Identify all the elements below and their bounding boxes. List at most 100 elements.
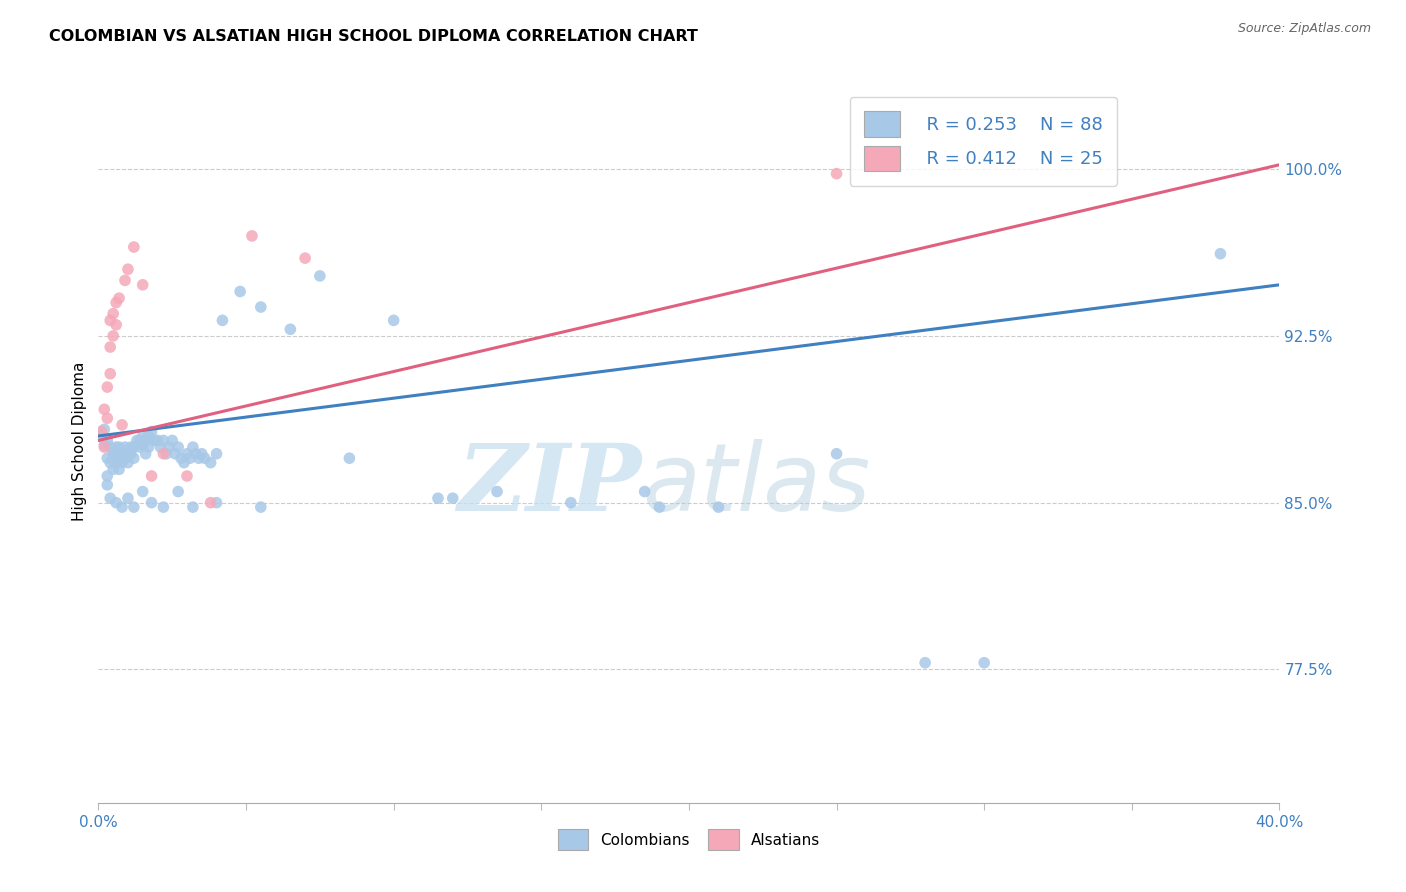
Point	[707, 500, 730, 515]
Point	[105, 440, 128, 454]
Point	[187, 451, 209, 466]
Point	[108, 440, 131, 454]
Point	[96, 411, 118, 425]
Point	[157, 440, 180, 454]
Point	[132, 438, 155, 452]
Legend: Colombians, Alsatians: Colombians, Alsatians	[551, 822, 827, 856]
Point	[280, 322, 302, 336]
Point	[170, 451, 193, 466]
Point	[167, 440, 190, 454]
Point	[155, 447, 177, 461]
Point	[93, 402, 115, 417]
Point	[176, 469, 198, 483]
Point	[167, 484, 190, 499]
Point	[117, 456, 139, 470]
Point	[111, 447, 134, 461]
Point	[103, 462, 125, 476]
Point	[103, 307, 125, 321]
Point	[128, 440, 150, 454]
Point	[117, 262, 139, 277]
Point	[141, 496, 163, 510]
Text: Source: ZipAtlas.com: Source: ZipAtlas.com	[1237, 22, 1371, 36]
Point	[117, 447, 139, 461]
Point	[135, 447, 157, 461]
Point	[93, 422, 115, 436]
Point	[90, 425, 112, 439]
Point	[152, 447, 174, 461]
Point	[441, 491, 464, 506]
Point	[98, 440, 121, 454]
Point	[111, 456, 134, 470]
Text: ZIP: ZIP	[457, 440, 641, 530]
Point	[111, 417, 134, 432]
Point	[114, 440, 136, 454]
Point	[184, 447, 207, 461]
Point	[132, 429, 155, 443]
Point	[132, 277, 155, 292]
Point	[105, 456, 128, 470]
Point	[205, 496, 228, 510]
Point	[114, 273, 136, 287]
Point	[105, 447, 128, 461]
Point	[211, 313, 233, 327]
Point	[103, 451, 125, 466]
Point	[138, 429, 160, 443]
Point	[973, 656, 995, 670]
Point	[111, 500, 134, 515]
Point	[93, 438, 115, 452]
Point	[105, 295, 128, 310]
Point	[108, 291, 131, 305]
Point	[250, 500, 273, 515]
Point	[382, 313, 405, 327]
Point	[98, 340, 121, 354]
Point	[90, 429, 112, 443]
Point	[122, 451, 145, 466]
Point	[108, 462, 131, 476]
Point	[141, 469, 163, 483]
Point	[240, 228, 263, 243]
Point	[825, 167, 848, 181]
Point	[162, 434, 183, 448]
Point	[103, 329, 125, 343]
Point	[122, 440, 145, 454]
Point	[634, 484, 657, 499]
Point	[229, 285, 252, 299]
Point	[98, 313, 121, 327]
Point	[486, 484, 509, 499]
Point	[149, 440, 172, 454]
Point	[114, 451, 136, 466]
Point	[173, 456, 195, 470]
Y-axis label: High School Diploma: High School Diploma	[72, 362, 87, 521]
Point	[120, 447, 142, 461]
Point	[152, 500, 174, 515]
Point	[146, 434, 169, 448]
Point	[98, 491, 121, 506]
Point	[98, 367, 121, 381]
Point	[194, 451, 217, 466]
Point	[250, 300, 273, 314]
Point	[176, 447, 198, 461]
Point	[96, 434, 118, 448]
Point	[122, 240, 145, 254]
Point	[108, 451, 131, 466]
Point	[103, 447, 125, 461]
Point	[1209, 246, 1232, 260]
Point	[200, 456, 222, 470]
Point	[309, 268, 332, 283]
Point	[93, 440, 115, 454]
Point	[181, 500, 204, 515]
Point	[560, 496, 582, 510]
Point	[205, 447, 228, 461]
Point	[105, 496, 128, 510]
Point	[191, 447, 214, 461]
Point	[143, 434, 166, 448]
Point	[105, 318, 128, 332]
Point	[138, 440, 160, 454]
Point	[128, 434, 150, 448]
Point	[125, 434, 148, 448]
Point	[427, 491, 450, 506]
Point	[96, 451, 118, 466]
Point	[96, 380, 118, 394]
Point	[141, 425, 163, 439]
Point	[294, 251, 316, 265]
